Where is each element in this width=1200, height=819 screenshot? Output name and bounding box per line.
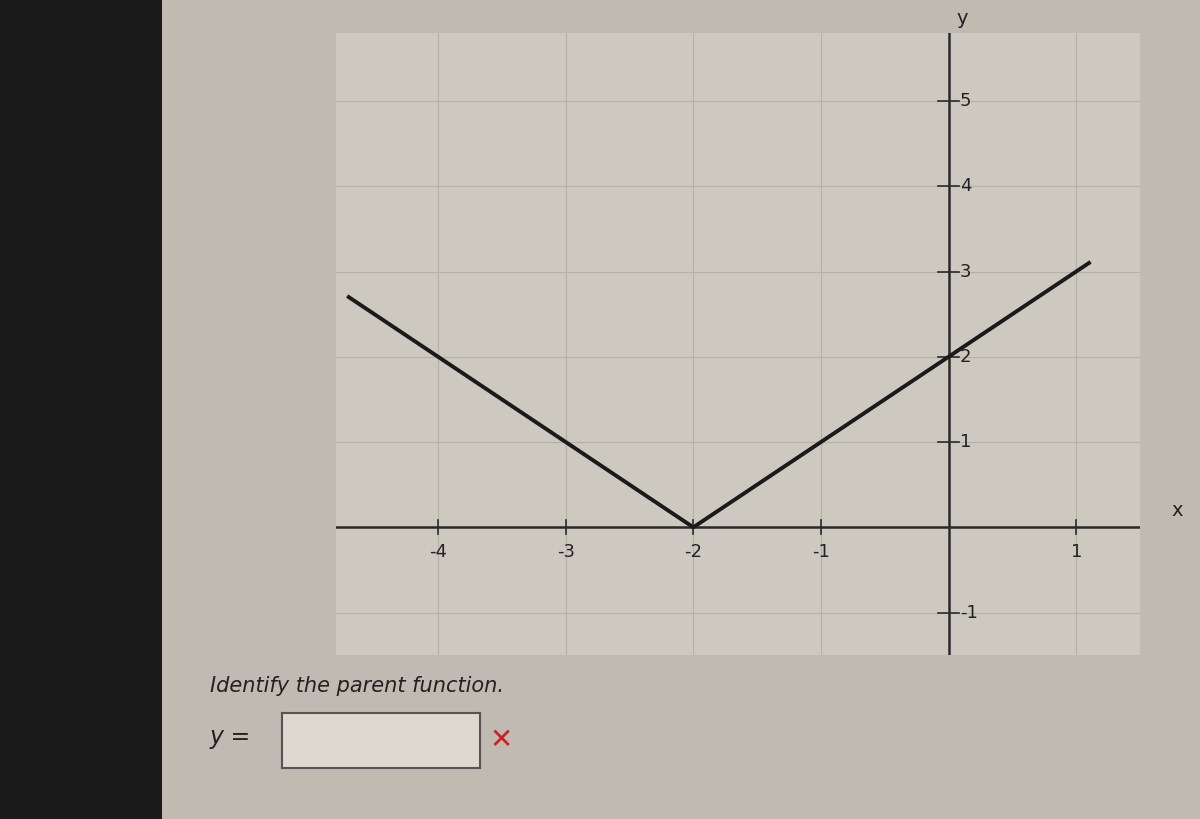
Text: y =: y = (210, 725, 251, 749)
Text: -3: -3 (557, 543, 575, 561)
Text: y: y (956, 10, 967, 29)
Text: Identify the parent function.: Identify the parent function. (210, 676, 504, 695)
Text: 1: 1 (1070, 543, 1082, 561)
Text: 1: 1 (960, 433, 972, 451)
Text: x: x (1172, 501, 1183, 521)
Text: ✕: ✕ (490, 726, 512, 753)
Text: 2: 2 (960, 348, 972, 366)
Text: 3: 3 (960, 263, 972, 280)
Text: -1: -1 (960, 604, 978, 622)
Text: 4: 4 (960, 177, 972, 195)
Text: -2: -2 (684, 543, 702, 561)
Text: 5: 5 (960, 92, 972, 110)
Text: -4: -4 (430, 543, 448, 561)
Text: -1: -1 (812, 543, 830, 561)
